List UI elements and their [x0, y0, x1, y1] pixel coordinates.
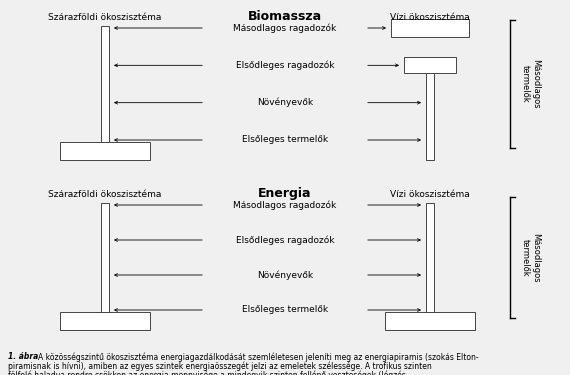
Text: Másodlagos
termelők: Másodlagos termelők: [520, 232, 540, 282]
Bar: [101, 26, 109, 142]
Bar: [101, 203, 109, 312]
Text: A közösségszintű ökoszisztéma energiagazdálkodását szemléletesen jeleníti meg az: A közösségszintű ökoszisztéma energiagaz…: [38, 352, 479, 362]
Text: Növényevők: Növényevők: [257, 270, 313, 280]
Text: Másodlagos ragadozók: Másodlagos ragadozók: [233, 23, 337, 33]
Text: Elsődleges ragadozók: Elsődleges ragadozók: [236, 61, 334, 70]
Text: Szárazföldi ökoszisztéma: Szárazföldi ökoszisztéma: [48, 13, 162, 22]
Bar: [426, 74, 434, 160]
Bar: [385, 312, 475, 330]
Text: Elsőleges termelők: Elsőleges termelők: [242, 135, 328, 144]
Text: Biomassza: Biomassza: [248, 10, 322, 23]
Bar: [60, 142, 150, 160]
Text: Vízi ökoszisztéma: Vízi ökoszisztéma: [390, 13, 470, 22]
Text: fölfelé haladva rendre csökken az energia mennyisége a mindegyik szinten fellépő: fölfelé haladva rendre csökken az energi…: [8, 370, 408, 375]
Text: Másodlagos ragadozók: Másodlagos ragadozók: [233, 200, 337, 210]
Text: Elsőleges termelők: Elsőleges termelők: [242, 306, 328, 315]
Text: Elsődleges ragadozók: Elsődleges ragadozók: [236, 235, 334, 245]
Text: Szárazföldi ökoszisztéma: Szárazföldi ökoszisztéma: [48, 190, 162, 199]
Bar: [60, 312, 150, 330]
Text: 1. ábra: 1. ábra: [8, 352, 38, 361]
Text: piramisnak is hívni), amiben az egyes szintek energiaösszegét jelzi az emeletek : piramisnak is hívni), amiben az egyes sz…: [8, 361, 431, 371]
Text: Másodlagos
termelők: Másodlagos termelők: [520, 59, 540, 109]
Bar: [404, 57, 456, 74]
Text: Növényevők: Növényevők: [257, 98, 313, 107]
Text: Vízi ökoszisztéma: Vízi ökoszisztéma: [390, 190, 470, 199]
Bar: [391, 19, 469, 37]
Bar: [426, 203, 434, 312]
Text: Energia: Energia: [258, 187, 312, 200]
